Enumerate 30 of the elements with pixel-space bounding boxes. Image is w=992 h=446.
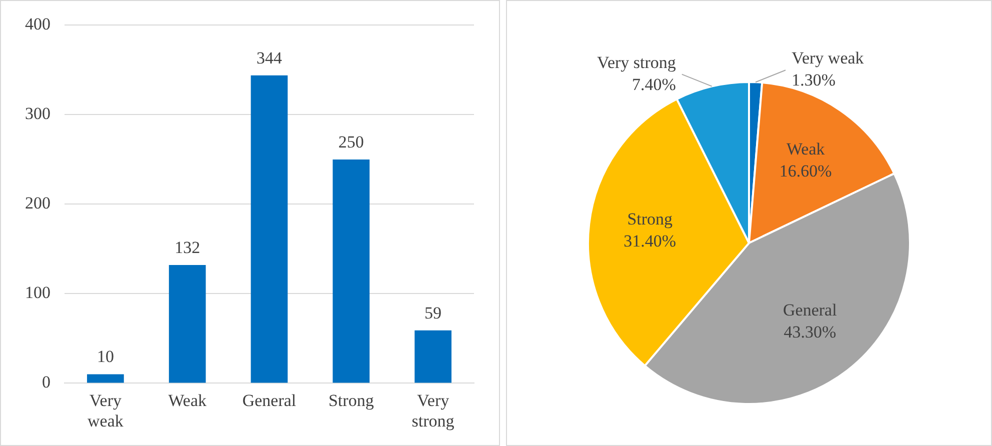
data-label: 1.30% xyxy=(792,70,836,90)
data-label: 59 xyxy=(424,303,442,322)
data-label: 31.40% xyxy=(624,232,676,251)
data-label: 10 xyxy=(96,347,114,366)
x-tick-label: Very strong xyxy=(412,390,455,430)
slice-label: Very strong xyxy=(597,52,676,72)
data-label: 344 xyxy=(256,48,282,68)
data-label: 132 xyxy=(174,238,200,258)
y-tick-label: 100 xyxy=(25,283,50,302)
bar xyxy=(414,330,452,383)
y-tick-label: 300 xyxy=(25,104,50,124)
slice-label: Strong xyxy=(627,210,674,229)
y-tick-label: 200 xyxy=(25,194,50,213)
bar xyxy=(332,159,370,383)
slice-label: General xyxy=(783,300,838,320)
x-tick-label: Strong xyxy=(328,390,374,410)
bar xyxy=(87,374,124,383)
slice-label: Very weak xyxy=(792,48,864,68)
bar xyxy=(250,75,288,383)
data-label: 7.40% xyxy=(632,74,676,94)
x-tick-label: General xyxy=(242,390,296,410)
slice-label: Weak xyxy=(786,139,826,158)
data-label: 43.30% xyxy=(784,322,836,342)
y-tick-label: 400 xyxy=(25,14,50,34)
data-label: 250 xyxy=(338,132,364,152)
data-label: 16.60% xyxy=(779,161,832,180)
bar xyxy=(168,265,206,383)
y-tick-label: 0 xyxy=(42,372,50,392)
x-tick-label: Weak xyxy=(168,390,207,410)
x-tick-label: Very weak xyxy=(88,390,124,430)
